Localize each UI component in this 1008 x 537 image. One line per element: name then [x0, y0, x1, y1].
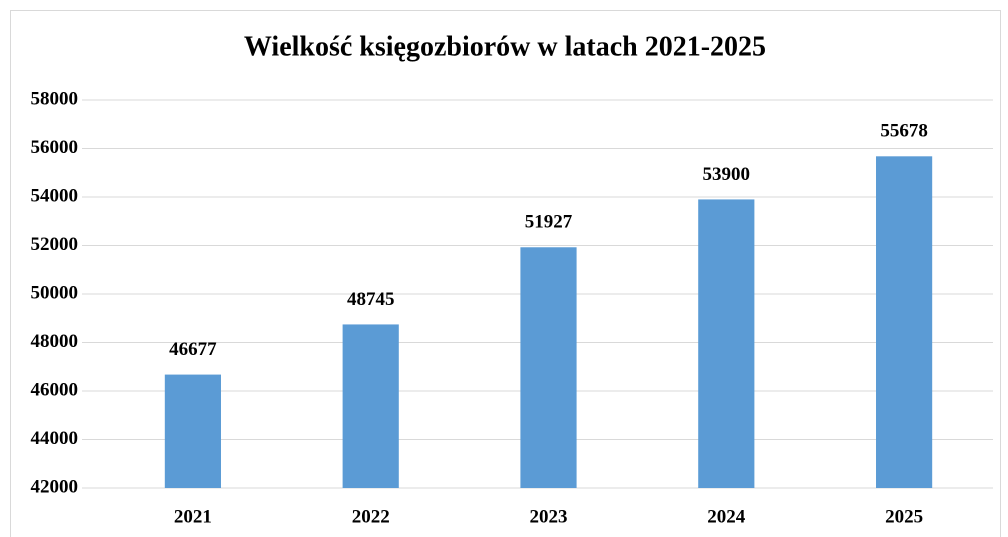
bar [876, 156, 933, 488]
x-tick-label: 2024 [707, 506, 746, 527]
y-tick-label: 50000 [31, 282, 79, 303]
y-tick-label: 52000 [31, 234, 79, 255]
chart-border [10, 10, 1001, 537]
y-tick-label: 56000 [31, 137, 79, 158]
x-tick-label: 2022 [352, 506, 390, 527]
y-tick-label: 48000 [31, 331, 79, 352]
y-tick-label: 58000 [31, 88, 79, 109]
chart-title: Wielkość księgozbiorów w latach 2021-202… [244, 31, 766, 62]
y-tick-label: 44000 [31, 428, 79, 449]
bar [164, 374, 221, 488]
x-tick-label: 2021 [174, 506, 212, 527]
data-label: 55678 [880, 121, 928, 142]
y-tick-label: 42000 [31, 476, 79, 497]
bar [342, 324, 399, 488]
y-tick-label: 54000 [31, 185, 79, 206]
data-label: 53900 [703, 164, 751, 185]
x-tick-label: 2025 [885, 506, 923, 527]
y-tick-label: 46000 [31, 379, 79, 400]
data-label: 46677 [169, 339, 217, 360]
data-label: 48745 [347, 289, 395, 310]
bar [698, 199, 755, 489]
bar [520, 247, 577, 488]
x-tick-label: 2023 [530, 506, 568, 527]
data-label: 51927 [525, 212, 573, 233]
